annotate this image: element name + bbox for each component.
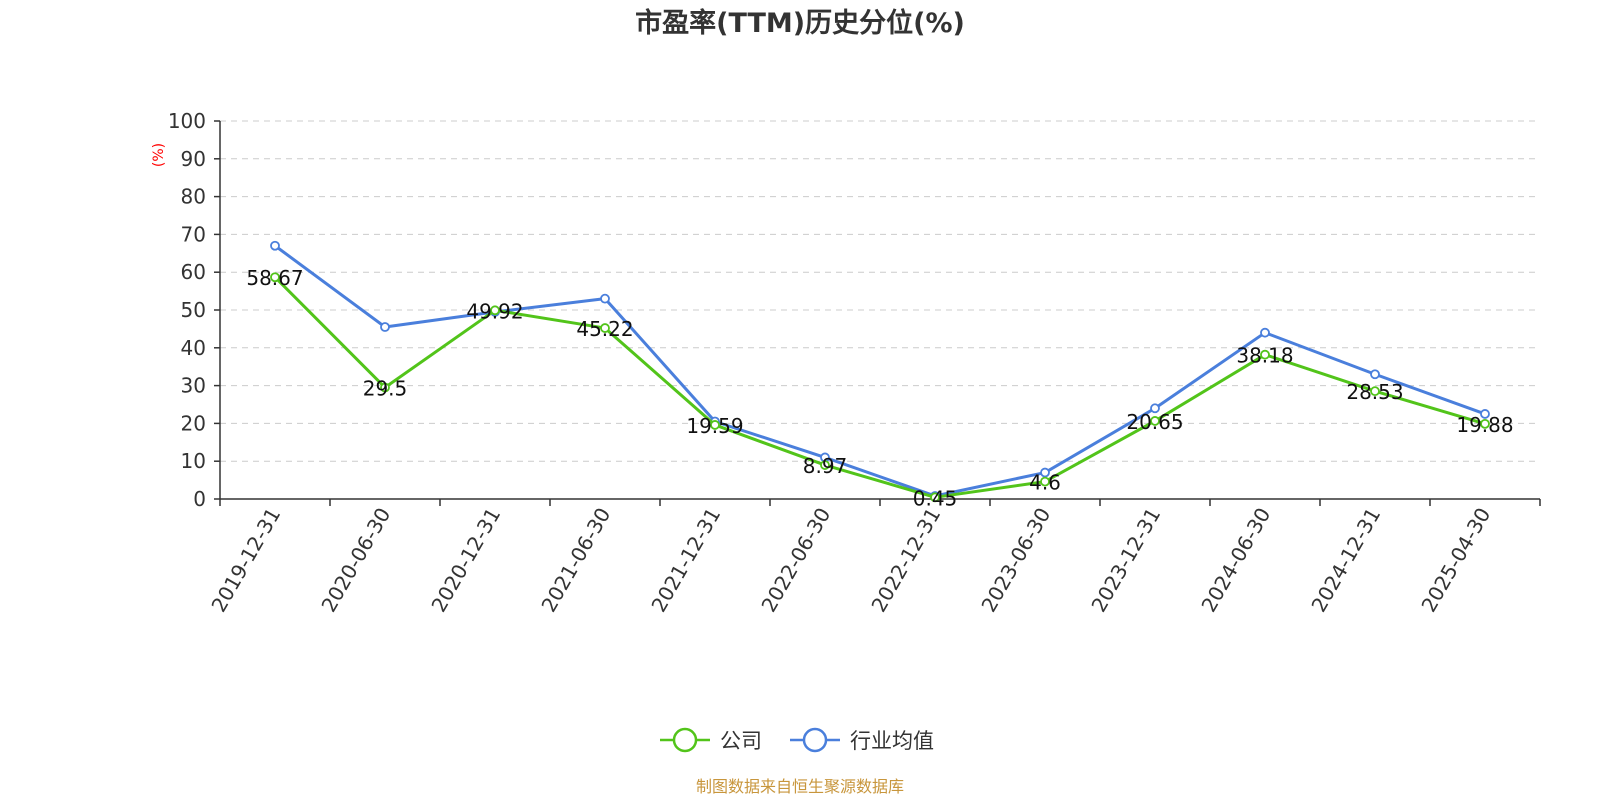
legend-circle-icon [672,727,698,753]
data-point[interactable] [600,323,610,333]
legend-label: 行业均值 [850,729,934,753]
x-tick-label: 2021-06-30 [536,504,615,617]
data-point[interactable] [270,272,280,283]
x-tick-label: 2020-12-31 [426,504,505,617]
data-label: 29.5 [363,376,408,400]
data-point[interactable] [930,492,940,503]
data-point[interactable] [380,322,390,332]
data-point[interactable] [1260,327,1270,338]
data-point[interactable] [490,305,500,316]
data-labels: 58.67 29.5 49.92 45.22 19.59 8.97 0.45 4.6 20.65… [246,266,1513,510]
x-tick-label: 2022-12-31 [866,504,945,617]
y-tick-label: 40 [181,336,206,360]
data-point[interactable] [710,420,720,430]
y-tick-label: 50 [181,298,206,322]
data-label: 38.18 [1236,344,1293,368]
chart-title: 市盈率(TTM)历史分位(%) [635,7,965,39]
y-axis-ticks: 0 10 20 30 40 50 60 70 80 90 100 [168,109,220,511]
y-tick-label: 100 [168,109,206,133]
source-note: 制图数据来自恒生聚源数据库 [696,777,904,796]
data-point[interactable] [1370,386,1380,397]
x-tick-label: 2023-12-31 [1086,504,1165,617]
gridlines [220,120,1540,462]
legend-circle-icon [802,727,828,753]
x-axis-ticks: 2019-12-31 2020-06-30 2020-12-31 2021-06-30… [206,499,1541,617]
legend[interactable]: 公司 行业均值 [660,727,934,753]
y-tick-label: 30 [181,374,206,398]
data-label: 49.92 [466,299,523,323]
series-line [274,244,1486,498]
y-tick-label: 20 [181,411,206,435]
data-point[interactable] [1480,418,1490,429]
data-point[interactable] [1040,467,1050,478]
data-point[interactable] [1480,409,1490,419]
y-tick-label: 0 [193,487,206,511]
data-label: 4.6 [1029,471,1061,495]
y-tick-label: 10 [181,449,206,473]
series-layer [270,240,1490,503]
data-point[interactable] [380,382,390,393]
data-point[interactable] [1150,403,1160,414]
y-tick-label: 80 [181,185,206,209]
legend-label: 公司 [720,729,762,753]
data-point[interactable] [1040,476,1050,487]
y-tick-label: 60 [181,260,206,284]
x-tick-label: 2024-12-31 [1306,504,1385,617]
series-company [270,272,1490,503]
x-tick-label: 2020-06-30 [316,504,395,617]
data-point[interactable] [1370,369,1380,380]
data-label: 20.65 [1126,410,1183,434]
x-tick-label: 2025-04-30 [1416,504,1495,617]
x-tick-label: 2022-06-30 [756,504,835,617]
y-tick-label: 90 [181,147,206,171]
x-tick-label: 2021-12-31 [646,504,725,617]
data-point[interactable] [270,240,280,251]
data-label: 8.97 [803,454,848,478]
data-label: 45.22 [576,317,633,341]
data-label: 58.67 [246,266,303,290]
series-line [273,276,1486,499]
data-point[interactable] [820,460,830,470]
data-label: 28.53 [1346,380,1403,404]
y-axis-label: (%) [151,143,167,167]
x-tick-label: 2023-06-30 [976,504,1055,617]
legend-item-company[interactable]: 公司 [660,727,762,753]
x-tick-label: 2024-06-30 [1196,504,1275,617]
data-point[interactable] [600,293,610,304]
data-point[interactable] [1260,349,1270,360]
data-label: 19.88 [1456,413,1513,437]
data-label: 19.59 [686,414,743,438]
y-tick-label: 70 [181,222,206,246]
data-label: 0.45 [913,486,958,510]
legend-item-industry-average[interactable]: 行业均值 [790,727,934,753]
x-tick-label: 2019-12-31 [206,504,285,617]
data-point[interactable] [1150,416,1160,426]
